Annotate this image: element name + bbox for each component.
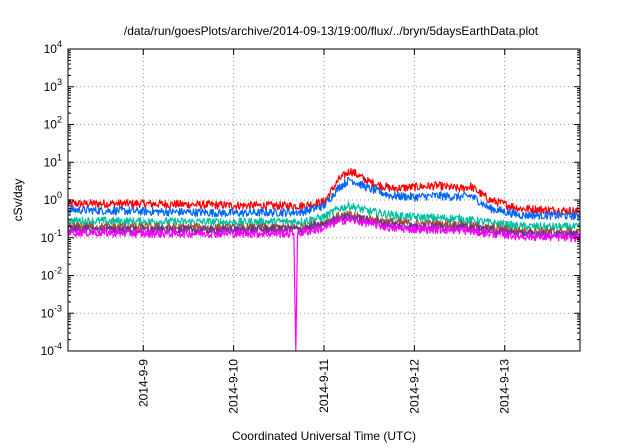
x-axis-label: Coordinated Universal Time (UTC) — [232, 429, 416, 443]
y-tick-label: 102 — [44, 115, 62, 132]
series-group — [67, 167, 581, 352]
series-line — [67, 201, 581, 232]
y-tick-label: 101 — [44, 152, 62, 169]
y-tick-label: 10-2 — [41, 266, 62, 283]
y-tick-labels: 10-4 10-3 10-2 10-1 100 101 102 103 104 — [41, 39, 62, 358]
x-tick-label: 2014-9-11 — [317, 359, 331, 413]
x-tick-label: 2014-9-13 — [498, 359, 512, 414]
y-tick-label: 10-3 — [41, 303, 62, 320]
y-axis-label: cSv/day — [11, 179, 25, 222]
y-tick-label: 103 — [44, 77, 62, 94]
y-tick-label: 100 — [44, 190, 62, 207]
series-line — [67, 215, 581, 352]
series-line — [67, 176, 581, 221]
x-tick-labels: 2014-9-9 2014-9-10 2014-9-11 2014-9-12 2014-… — [136, 359, 511, 414]
ticks — [68, 48, 580, 352]
x-tick-label: 2014-9-12 — [407, 359, 421, 414]
y-tick-label: 10-4 — [41, 341, 62, 358]
y-tick-label: 10-1 — [41, 228, 62, 245]
y-tick-label: 104 — [44, 39, 62, 56]
chart-title: /data/run/goesPlots/archive/2014-09-13/1… — [124, 24, 539, 38]
x-tick-label: 2014-9-10 — [227, 359, 241, 414]
x-tick-label: 2014-9-9 — [136, 359, 150, 407]
